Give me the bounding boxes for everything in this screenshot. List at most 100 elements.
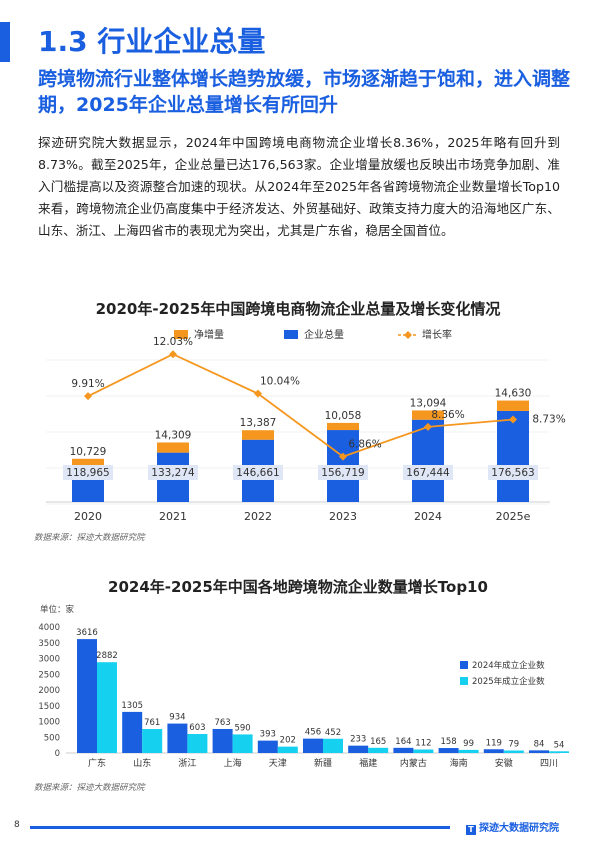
total-label-bg-2021 [148, 465, 198, 480]
page-number: 8 [14, 820, 20, 830]
y-tick-1500: 1500 [38, 702, 60, 712]
bar-total-2024 [412, 419, 444, 502]
bar-2025-内蒙古 [413, 749, 434, 753]
y-tick-3000: 3000 [38, 655, 60, 665]
bar-total-2025e [497, 410, 529, 502]
chart2-x-ticks: 广东 山东 浙江 上海 天津 新疆 福建 内蒙古 海南 安徽 四川 [88, 757, 558, 769]
bar-2025-山东 [142, 729, 163, 753]
chart1-gridlines [46, 359, 550, 505]
total-label-2022: 146,661 [236, 467, 279, 479]
bar-net-2021 [157, 442, 189, 453]
rate-marker-2021 [169, 350, 177, 359]
bar-net-2024 [412, 410, 444, 420]
bar-2025-广东 [97, 662, 117, 753]
y-tick-2500: 2500 [38, 670, 60, 680]
label-2024-安徽: 119 [486, 738, 502, 748]
bar-2025-浙江 [187, 734, 208, 753]
rate-label-2024: 8.36% [431, 409, 464, 421]
x-tick-2024: 2024 [414, 510, 442, 523]
brand-logo-icon: T [466, 825, 476, 835]
bar-2024-浙江 [167, 723, 188, 753]
bar-2024-福建 [348, 745, 369, 753]
label-2025-浙江: 603 [189, 723, 205, 733]
x-tick-2025e: 2025e [496, 510, 531, 523]
bar-2024-新疆 [303, 738, 323, 753]
rate-label-2021: 12.03% [153, 336, 193, 348]
net-label-2024: 13,094 [410, 397, 447, 409]
x-tick-山东: 山东 [133, 757, 151, 769]
chart1-source: 数据来源：探迹大数据研究院 [34, 532, 146, 543]
chart2-unit-label: 单位：家 [40, 604, 75, 615]
legend-swatch-total [284, 330, 298, 339]
bar-2025-安徽 [503, 750, 524, 753]
label-2024-新疆: 456 [305, 728, 321, 738]
label-2025-上海: 590 [234, 723, 250, 733]
legend-label-2025: 2025年成立企业数 [472, 676, 545, 687]
bar-2024-安徽 [483, 749, 504, 753]
legend-swatch-2025 [460, 677, 468, 685]
section-title: 1.3 行业企业总量 [38, 25, 266, 58]
rate-label-2023: 6.86% [348, 439, 381, 451]
legend-label-total: 企业总量 [304, 328, 344, 341]
legend-label-net: 净增量 [194, 328, 224, 341]
label-2024-广东: 3616 [76, 628, 98, 638]
y-tick-2000: 2000 [38, 686, 60, 696]
label-2025-安徽: 79 [508, 740, 519, 750]
label-2024-浙江: 934 [169, 713, 185, 723]
footer-divider [30, 826, 450, 829]
bar-2025-上海 [232, 734, 253, 753]
total-label-2021: 133,274 [151, 467, 195, 479]
y-tick-0: 0 [55, 749, 60, 759]
bar-net-2023 [327, 422, 359, 431]
bar-2025-福建 [368, 747, 389, 753]
label-2024-天津: 393 [260, 730, 276, 740]
legend-label-rate: 增长率 [422, 328, 452, 341]
title-accent-bar [0, 22, 10, 62]
chart1-x-ticks: 2020 2021 2022 2023 2024 2025e [74, 510, 531, 523]
bar-2024-内蒙古 [393, 747, 414, 753]
chart2-legend: 2024年成立企业数 2025年成立企业数 [460, 660, 545, 687]
x-tick-2023: 2023 [329, 510, 357, 523]
label-2025-新疆: 452 [325, 728, 341, 738]
x-tick-2022: 2022 [244, 510, 272, 523]
label-2024-内蒙古: 164 [395, 737, 411, 747]
total-label-2024: 167,444 [406, 467, 450, 479]
bar-2024-海南 [438, 748, 459, 753]
rate-label-2020: 9.91% [71, 378, 104, 390]
x-tick-安徽: 安徽 [495, 757, 513, 769]
net-label-2023: 10,058 [325, 410, 362, 422]
label-2025-福建: 165 [370, 737, 386, 747]
label-2025-海南: 99 [463, 739, 474, 749]
x-tick-浙江: 浙江 [178, 757, 196, 769]
rate-marker-2020 [84, 392, 92, 401]
label-2024-福建: 233 [350, 735, 366, 745]
footer-brand-text: 探迹大数据研究院 [479, 823, 559, 834]
x-tick-内蒙古: 内蒙古 [400, 757, 427, 769]
bar-2025-天津 [277, 746, 298, 753]
bar-2024-山东 [122, 711, 143, 753]
x-tick-2020: 2020 [74, 510, 102, 523]
label-2025-山东: 761 [144, 718, 160, 728]
y-tick-1000: 1000 [38, 718, 60, 728]
total-label-bg-2025e [488, 465, 538, 480]
province-top10-chart: 2024年-2025年中国各地跨境物流企业数量增长Top10 单位：家 0 500… [34, 578, 569, 793]
net-label-2021: 14,309 [155, 429, 192, 441]
y-tick-500: 500 [44, 733, 60, 743]
label-2025-内蒙古: 112 [415, 738, 431, 748]
chart1-data-labels: 118,965 10,729 133,274 14,309 146,661 13,387 1… [63, 336, 566, 480]
x-tick-广东: 广东 [88, 757, 106, 769]
bar-net-2025e [497, 400, 529, 411]
bar-2024-上海 [212, 728, 233, 753]
label-2025-广东: 2882 [96, 651, 118, 661]
label-2024-山东: 1305 [121, 701, 143, 711]
label-2025-四川: 54 [554, 740, 565, 750]
net-label-2022: 13,387 [240, 417, 277, 429]
net-label-2025e: 14,630 [495, 388, 532, 400]
label-2025-天津: 202 [280, 736, 296, 746]
intro-paragraph: 探迹研究院大数据显示，2024年中国跨境电商物流企业增长8.36%，2025年略… [38, 135, 560, 238]
y-tick-4000: 4000 [38, 623, 60, 633]
rate-marker-2023 [339, 452, 347, 461]
x-tick-福建: 福建 [359, 757, 377, 769]
total-label-2020: 118,965 [66, 467, 109, 479]
rate-marker-2022 [254, 389, 262, 398]
